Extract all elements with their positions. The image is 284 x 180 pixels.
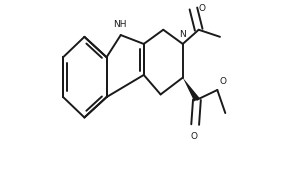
- Text: O: O: [220, 77, 227, 86]
- Text: NH: NH: [113, 20, 127, 29]
- Polygon shape: [183, 78, 200, 102]
- Text: O: O: [191, 132, 198, 141]
- Text: O: O: [199, 4, 206, 13]
- Text: N: N: [179, 30, 186, 39]
